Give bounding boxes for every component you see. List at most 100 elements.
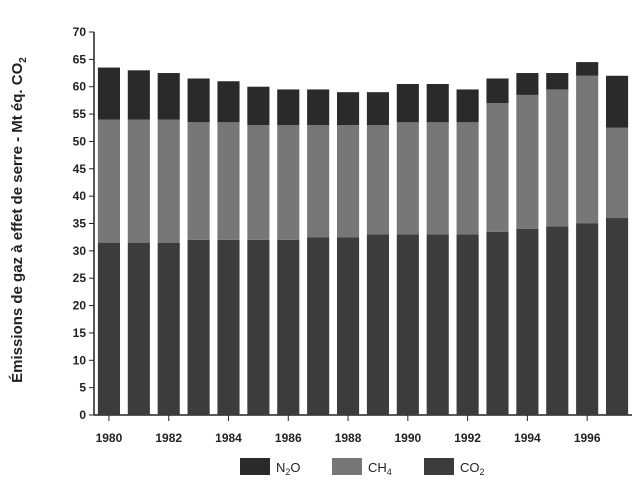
bar-ch4-1995 [546,89,569,227]
legend-swatch-ch4 [332,458,362,475]
legend-label-subscript: 2 [480,467,485,477]
bar-n2o-1996 [576,62,599,76]
bar-n2o-1988 [336,92,360,126]
y-tick-label: 5 [79,381,86,395]
legend-label-main: CH [368,460,387,475]
y-tick-label: 20 [73,299,87,313]
y-tick-label: 45 [73,162,87,176]
bar-co2-1995 [546,226,569,415]
bar-co2-1996 [576,223,599,415]
x-tick-label: 1982 [155,431,182,445]
bar-ch4-1996 [576,75,599,224]
x-tick-label: 1986 [275,431,302,445]
bars [97,62,629,415]
x-ticks: 1980 1982 1984 1986 1988 1990 1992 1994 1996 [96,415,601,445]
y-tick-label: 60 [73,80,87,94]
y-tick-label: 30 [73,244,87,258]
bar-ch4-1991 [426,122,449,235]
bar-ch4-1980 [97,119,121,243]
bar-n2o-1987 [307,89,330,126]
bar-n2o-1981 [127,70,150,120]
bar-co2-1991 [426,234,449,415]
bar-ch4-1992 [456,122,479,235]
legend-label-n2o: N2O [276,460,301,477]
bar-co2-1989 [366,234,390,415]
bar-ch4-1993 [486,103,509,232]
bar-ch4-1987 [307,125,330,238]
bar-ch4-1997 [605,127,629,219]
x-tick-label: 1980 [96,431,123,445]
legend-label-ch4: CH4 [368,460,392,477]
bar-co2-1986 [277,239,300,415]
bar-co2-1988 [336,237,360,415]
bar-ch4-1986 [277,125,300,240]
bar-n2o-1989 [366,92,390,126]
legend-swatch-co2 [424,458,454,475]
bar-co2-1990 [396,234,419,415]
bar-ch4-1982 [157,119,180,243]
bar-n2o-1997 [605,75,629,128]
x-tick-label: 1988 [335,431,362,445]
bar-co2-1981 [127,242,150,415]
bar-co2-1982 [157,242,180,415]
legend-label-subscript: 4 [387,467,392,477]
x-tick-label: 1994 [514,431,541,445]
y-tick-label: 40 [73,189,87,203]
y-tick-label: 10 [73,353,87,367]
y-axis-label-subscript: 2 [18,57,29,63]
bar-co2-1987 [307,237,330,415]
bar-n2o-1980 [97,67,121,120]
bar-co2-1984 [217,239,240,415]
bar-co2-1997 [605,218,629,415]
legend-label-main: N [276,460,285,475]
x-tick-label: 1984 [215,431,242,445]
y-tick-label: 50 [73,134,87,148]
y-tick-label: 55 [73,107,87,121]
bar-n2o-1995 [546,73,569,90]
x-tick-label: 1992 [454,431,481,445]
bar-co2-1985 [247,239,270,415]
bar-ch4-1983 [187,122,210,240]
bar-n2o-1993 [486,78,509,104]
legend: N2O CH4 CO2 [240,458,485,477]
bar-n2o-1994 [516,73,539,95]
bar-co2-1994 [516,228,539,415]
bar-ch4-1988 [336,125,360,238]
y-axis-label-main: Émissions de gaz à effet de serre - Mt é… [9,62,26,382]
bar-n2o-1985 [247,86,270,126]
bar-n2o-1990 [396,83,419,123]
y-tick-label: 15 [73,326,87,340]
bar-co2-1983 [187,239,210,415]
y-tick-label: 70 [73,25,87,39]
bar-ch4-1984 [217,122,240,240]
bar-ch4-1989 [366,125,390,235]
legend-label-co2: CO2 [460,460,485,477]
y-tick-label: 35 [73,217,87,231]
x-tick-label: 1996 [574,431,601,445]
bar-ch4-1985 [247,125,270,240]
bar-co2-1992 [456,234,479,415]
bar-ch4-1994 [516,94,539,229]
bar-n2o-1991 [426,83,449,123]
bar-co2-1980 [97,242,121,415]
y-tick-label: 0 [79,408,86,422]
y-tick-label: 25 [73,271,87,285]
bar-n2o-1982 [157,73,180,120]
x-tick-label: 1990 [394,431,421,445]
bar-co2-1993 [486,231,509,415]
bar-n2o-1986 [277,89,300,126]
legend-label-main: CO [460,460,480,475]
legend-label-subscript: 2 [285,467,290,477]
y-axis-label: Émissions de gaz à effet de serre - Mt é… [9,57,29,383]
bar-ch4-1990 [396,122,419,235]
bar-n2o-1992 [456,89,479,123]
bar-n2o-1984 [217,81,240,123]
legend-label-suffix: O [290,460,300,475]
y-ticks: 0 5 10 15 20 25 30 35 40 45 50 55 60 65 70 [73,25,94,422]
legend-swatch-n2o [240,458,270,475]
y-tick-label: 65 [73,52,87,66]
bar-n2o-1983 [187,78,210,123]
bar-ch4-1981 [127,119,150,243]
